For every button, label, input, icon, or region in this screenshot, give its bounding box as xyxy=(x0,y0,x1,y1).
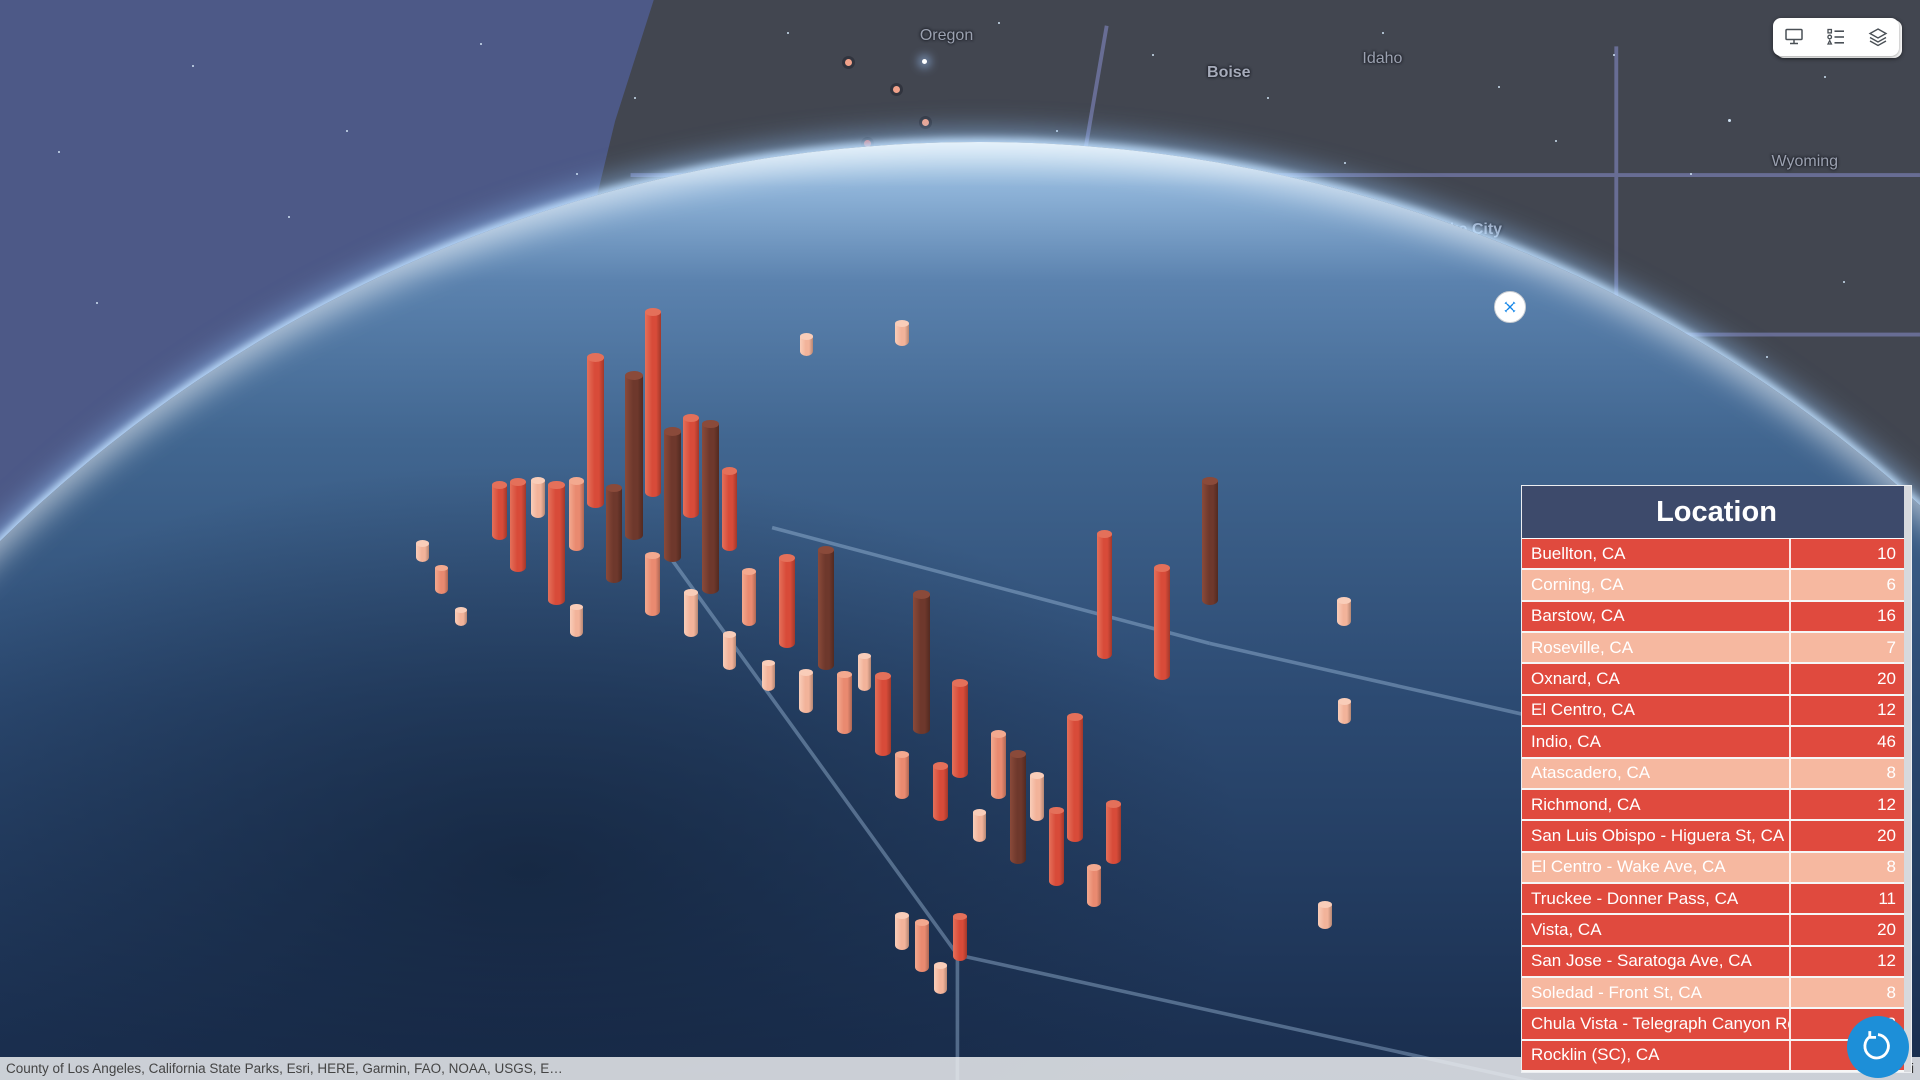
location-list-panel: Location Buellton, CA 10 Corning, CA 6 Bar… xyxy=(1521,485,1912,1073)
location-stalls-value: 12 xyxy=(1877,794,1896,814)
location-row[interactable]: Truckee - Donner Pass, CA 11 xyxy=(1522,883,1904,916)
location-row[interactable]: Chula Vista - Telegraph Canyon Rd, … 12 xyxy=(1522,1009,1904,1041)
location-name: Richmond, CA xyxy=(1522,789,1792,820)
location-name: Soledad - Front St, CA xyxy=(1522,978,1792,1008)
location-stalls-value: 10 xyxy=(1877,543,1896,563)
location-name: El Centro, CA xyxy=(1522,695,1792,726)
map3d-attribution: County of Los Angeles, California State … xyxy=(0,1057,1920,1080)
location-stalls-value: 12 xyxy=(1877,951,1896,971)
scrollbar[interactable] xyxy=(1904,486,1911,1072)
location-stalls-value: 11 xyxy=(1878,888,1896,908)
location-name: El Centro - Wake Ave, CA xyxy=(1522,852,1792,882)
location-list-title: Location xyxy=(1522,486,1911,538)
drag-resize-badge[interactable] xyxy=(1494,291,1526,323)
location-row[interactable]: Buellton, CA 10 xyxy=(1522,539,1904,571)
location-row[interactable]: Richmond, CA 12 xyxy=(1522,789,1904,822)
location-row[interactable]: Rocklin (SC), CA xyxy=(1522,1040,1904,1073)
location-name: Vista, CA xyxy=(1522,915,1792,945)
location-stalls-value: 7 xyxy=(1886,637,1896,657)
location-row[interactable]: San Jose - Saratoga Ave, CA 12 xyxy=(1522,946,1904,979)
location-name: Oxnard, CA xyxy=(1522,664,1792,694)
location-name: San Luis Obispo - Higuera St, CA xyxy=(1522,821,1792,851)
location-name: Chula Vista - Telegraph Canyon Rd, … xyxy=(1522,1009,1792,1039)
location-row[interactable]: Atascadero, CA 8 xyxy=(1522,758,1904,790)
location-stalls-value: 8 xyxy=(1886,982,1896,1002)
location-name: Corning, CA xyxy=(1522,570,1792,600)
location-row[interactable]: Barstow, CA 16 xyxy=(1522,601,1904,634)
location-row[interactable]: El Centro, CA 12 xyxy=(1522,695,1904,728)
location-stalls-value: 8 xyxy=(1886,763,1896,783)
location-stalls-value: 16 xyxy=(1877,606,1896,626)
location-name: Roseville, CA xyxy=(1522,633,1792,663)
refresh-button[interactable] xyxy=(1847,1016,1909,1078)
location-row[interactable]: Corning, CA 6 xyxy=(1522,570,1904,602)
location-row[interactable]: Roseville, CA 7 xyxy=(1522,633,1904,665)
location-name: San Jose - Saratoga Ave, CA xyxy=(1522,946,1792,977)
attribution-text: County of Los Angeles, California State … xyxy=(6,1061,563,1076)
location-rows: Buellton, CA 10 Corning, CA 6 Barstow, CA … xyxy=(1522,539,1904,1073)
location-name: Indio, CA xyxy=(1522,727,1792,757)
location-stalls-value: 12 xyxy=(1877,700,1896,720)
location-row[interactable]: Soledad - Front St, CA 8 xyxy=(1522,978,1904,1010)
location-row[interactable]: Oxnard, CA 20 xyxy=(1522,664,1904,696)
refresh-icon xyxy=(1863,1031,1890,1060)
expand-arrows-icon xyxy=(1504,301,1516,313)
location-stalls-value: 6 xyxy=(1886,575,1896,595)
location-stalls-value: 46 xyxy=(1877,731,1896,751)
location-name: Atascadero, CA xyxy=(1522,758,1792,788)
location-row[interactable]: El Centro - Wake Ave, CA 8 xyxy=(1522,852,1904,884)
location-name: Rocklin (SC), CA xyxy=(1522,1040,1792,1071)
map-3d-panel[interactable]: + − County of Los Angeles, California St… xyxy=(0,18,1920,1080)
location-row[interactable]: San Luis Obispo - Higuera St, CA 20 xyxy=(1522,821,1904,853)
location-stalls-value: 20 xyxy=(1877,669,1896,689)
location-stalls-value: 20 xyxy=(1877,825,1896,845)
location-stalls-value: 20 xyxy=(1877,919,1896,939)
location-name: Buellton, CA xyxy=(1522,539,1792,569)
location-name: Truckee - Donner Pass, CA xyxy=(1522,883,1792,914)
state-lines-3d xyxy=(667,525,1802,1080)
location-row[interactable]: Indio, CA 46 xyxy=(1522,727,1904,759)
location-row[interactable]: Vista, CA 20 xyxy=(1522,915,1904,947)
location-stalls-value: 8 xyxy=(1886,857,1896,877)
location-name: Barstow, CA xyxy=(1522,601,1792,632)
